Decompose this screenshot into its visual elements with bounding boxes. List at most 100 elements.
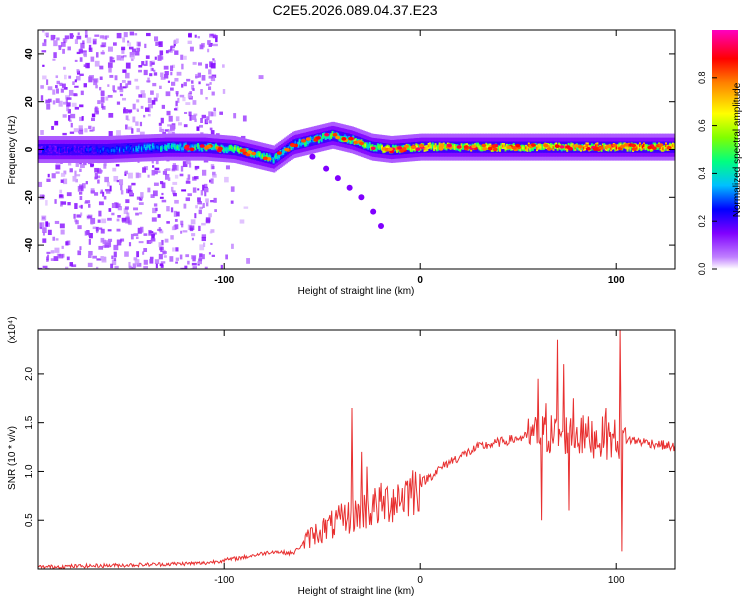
halo-cell xyxy=(525,152,528,157)
halo-cell xyxy=(636,137,640,142)
halo-cell xyxy=(155,153,158,158)
halo-cell xyxy=(519,133,522,138)
noise-cell xyxy=(125,115,129,120)
halo-cell xyxy=(257,145,260,150)
ridge-core-cell xyxy=(381,146,383,150)
halo-cell xyxy=(395,150,398,155)
halo-cell xyxy=(161,141,165,146)
halo-cell xyxy=(251,155,254,160)
noise-cell xyxy=(99,65,104,70)
noise-cell xyxy=(199,206,204,210)
halo-cell xyxy=(657,156,660,161)
ridge-core-cell xyxy=(106,148,109,152)
halo-cell xyxy=(655,148,658,153)
halo-cell xyxy=(638,148,641,153)
halo-cell xyxy=(92,139,96,144)
noise-cell xyxy=(175,257,179,261)
halo-cell xyxy=(251,159,254,164)
halo-cell xyxy=(492,152,495,157)
halo-cell xyxy=(644,141,648,146)
halo-cell xyxy=(484,156,488,161)
halo-cell xyxy=(569,133,572,138)
noise-cell xyxy=(116,218,120,222)
halo-cell xyxy=(442,148,445,153)
halo-cell xyxy=(38,139,41,144)
noise-cell xyxy=(43,39,47,43)
halo-cell xyxy=(244,157,248,162)
halo-cell xyxy=(397,135,400,140)
noise-cell xyxy=(100,256,104,260)
noise-cell xyxy=(219,111,224,115)
noise-cell xyxy=(181,63,184,70)
halo-cell xyxy=(130,135,133,140)
halo-cell xyxy=(139,157,143,162)
halo-cell xyxy=(378,142,381,147)
halo-cell xyxy=(503,137,506,142)
noise-cell xyxy=(166,206,170,212)
halo-cell xyxy=(83,136,86,141)
halo-cell xyxy=(235,136,238,141)
noise-cell xyxy=(85,200,91,204)
noise-cell xyxy=(46,258,49,262)
halo-cell xyxy=(356,132,359,137)
halo-cell xyxy=(163,141,166,146)
halo-cell xyxy=(370,137,373,142)
halo-cell xyxy=(444,141,447,146)
halo-cell xyxy=(641,148,644,153)
noise-cell xyxy=(65,95,70,100)
halo-cell xyxy=(81,136,85,141)
halo-cell xyxy=(406,134,409,139)
halo-cell xyxy=(541,141,544,146)
noise-cell xyxy=(208,43,212,47)
halo-cell xyxy=(378,149,381,154)
noise-cell xyxy=(147,113,151,117)
halo-cell xyxy=(299,137,303,142)
halo-cell xyxy=(67,155,70,160)
noise-cell xyxy=(76,214,82,218)
ridge-core-cell xyxy=(145,146,148,150)
noise-cell xyxy=(128,242,132,247)
noise-cell xyxy=(180,220,184,226)
halo-cell xyxy=(179,133,182,138)
noise-cell xyxy=(153,69,156,72)
halo-cell xyxy=(673,133,675,138)
halo-cell xyxy=(412,141,415,146)
halo-cell xyxy=(299,152,303,157)
halo-cell xyxy=(224,142,227,147)
halo-cell xyxy=(106,158,110,163)
halo-cell xyxy=(298,133,301,138)
ridge-core-cell xyxy=(573,146,576,150)
halo-cell xyxy=(430,152,433,157)
halo-cell xyxy=(144,138,147,143)
noise-cell xyxy=(75,178,78,183)
noise-cell xyxy=(197,188,200,191)
halo-cell xyxy=(477,137,480,142)
halo-cell xyxy=(469,156,472,161)
halo-cell xyxy=(509,133,513,138)
ridge-core-cell xyxy=(645,145,648,149)
noise-cell xyxy=(191,115,197,121)
halo-cell xyxy=(627,137,630,142)
halo-cell xyxy=(80,143,83,148)
halo-cell xyxy=(564,133,568,138)
halo-cell xyxy=(445,152,448,157)
ridge-core-cell xyxy=(368,143,371,147)
halo-cell xyxy=(368,155,372,160)
halo-cell xyxy=(290,148,293,153)
noise-cell xyxy=(159,126,162,132)
noise-cell xyxy=(172,247,175,252)
halo-cell xyxy=(547,148,550,153)
halo-cell xyxy=(497,133,500,138)
halo-cell xyxy=(292,139,295,144)
halo-cell xyxy=(655,156,658,161)
halo-cell xyxy=(255,149,259,154)
halo-cell xyxy=(506,137,510,142)
halo-cell xyxy=(604,133,607,138)
halo-cell xyxy=(585,152,588,157)
halo-cell xyxy=(348,133,351,138)
halo-cell xyxy=(58,143,61,148)
ridge-core-cell xyxy=(135,147,138,151)
colorbar-label: Normalized spectral amplitude xyxy=(732,82,743,217)
halo-cell xyxy=(207,156,210,161)
ridge-peak xyxy=(511,146,517,150)
